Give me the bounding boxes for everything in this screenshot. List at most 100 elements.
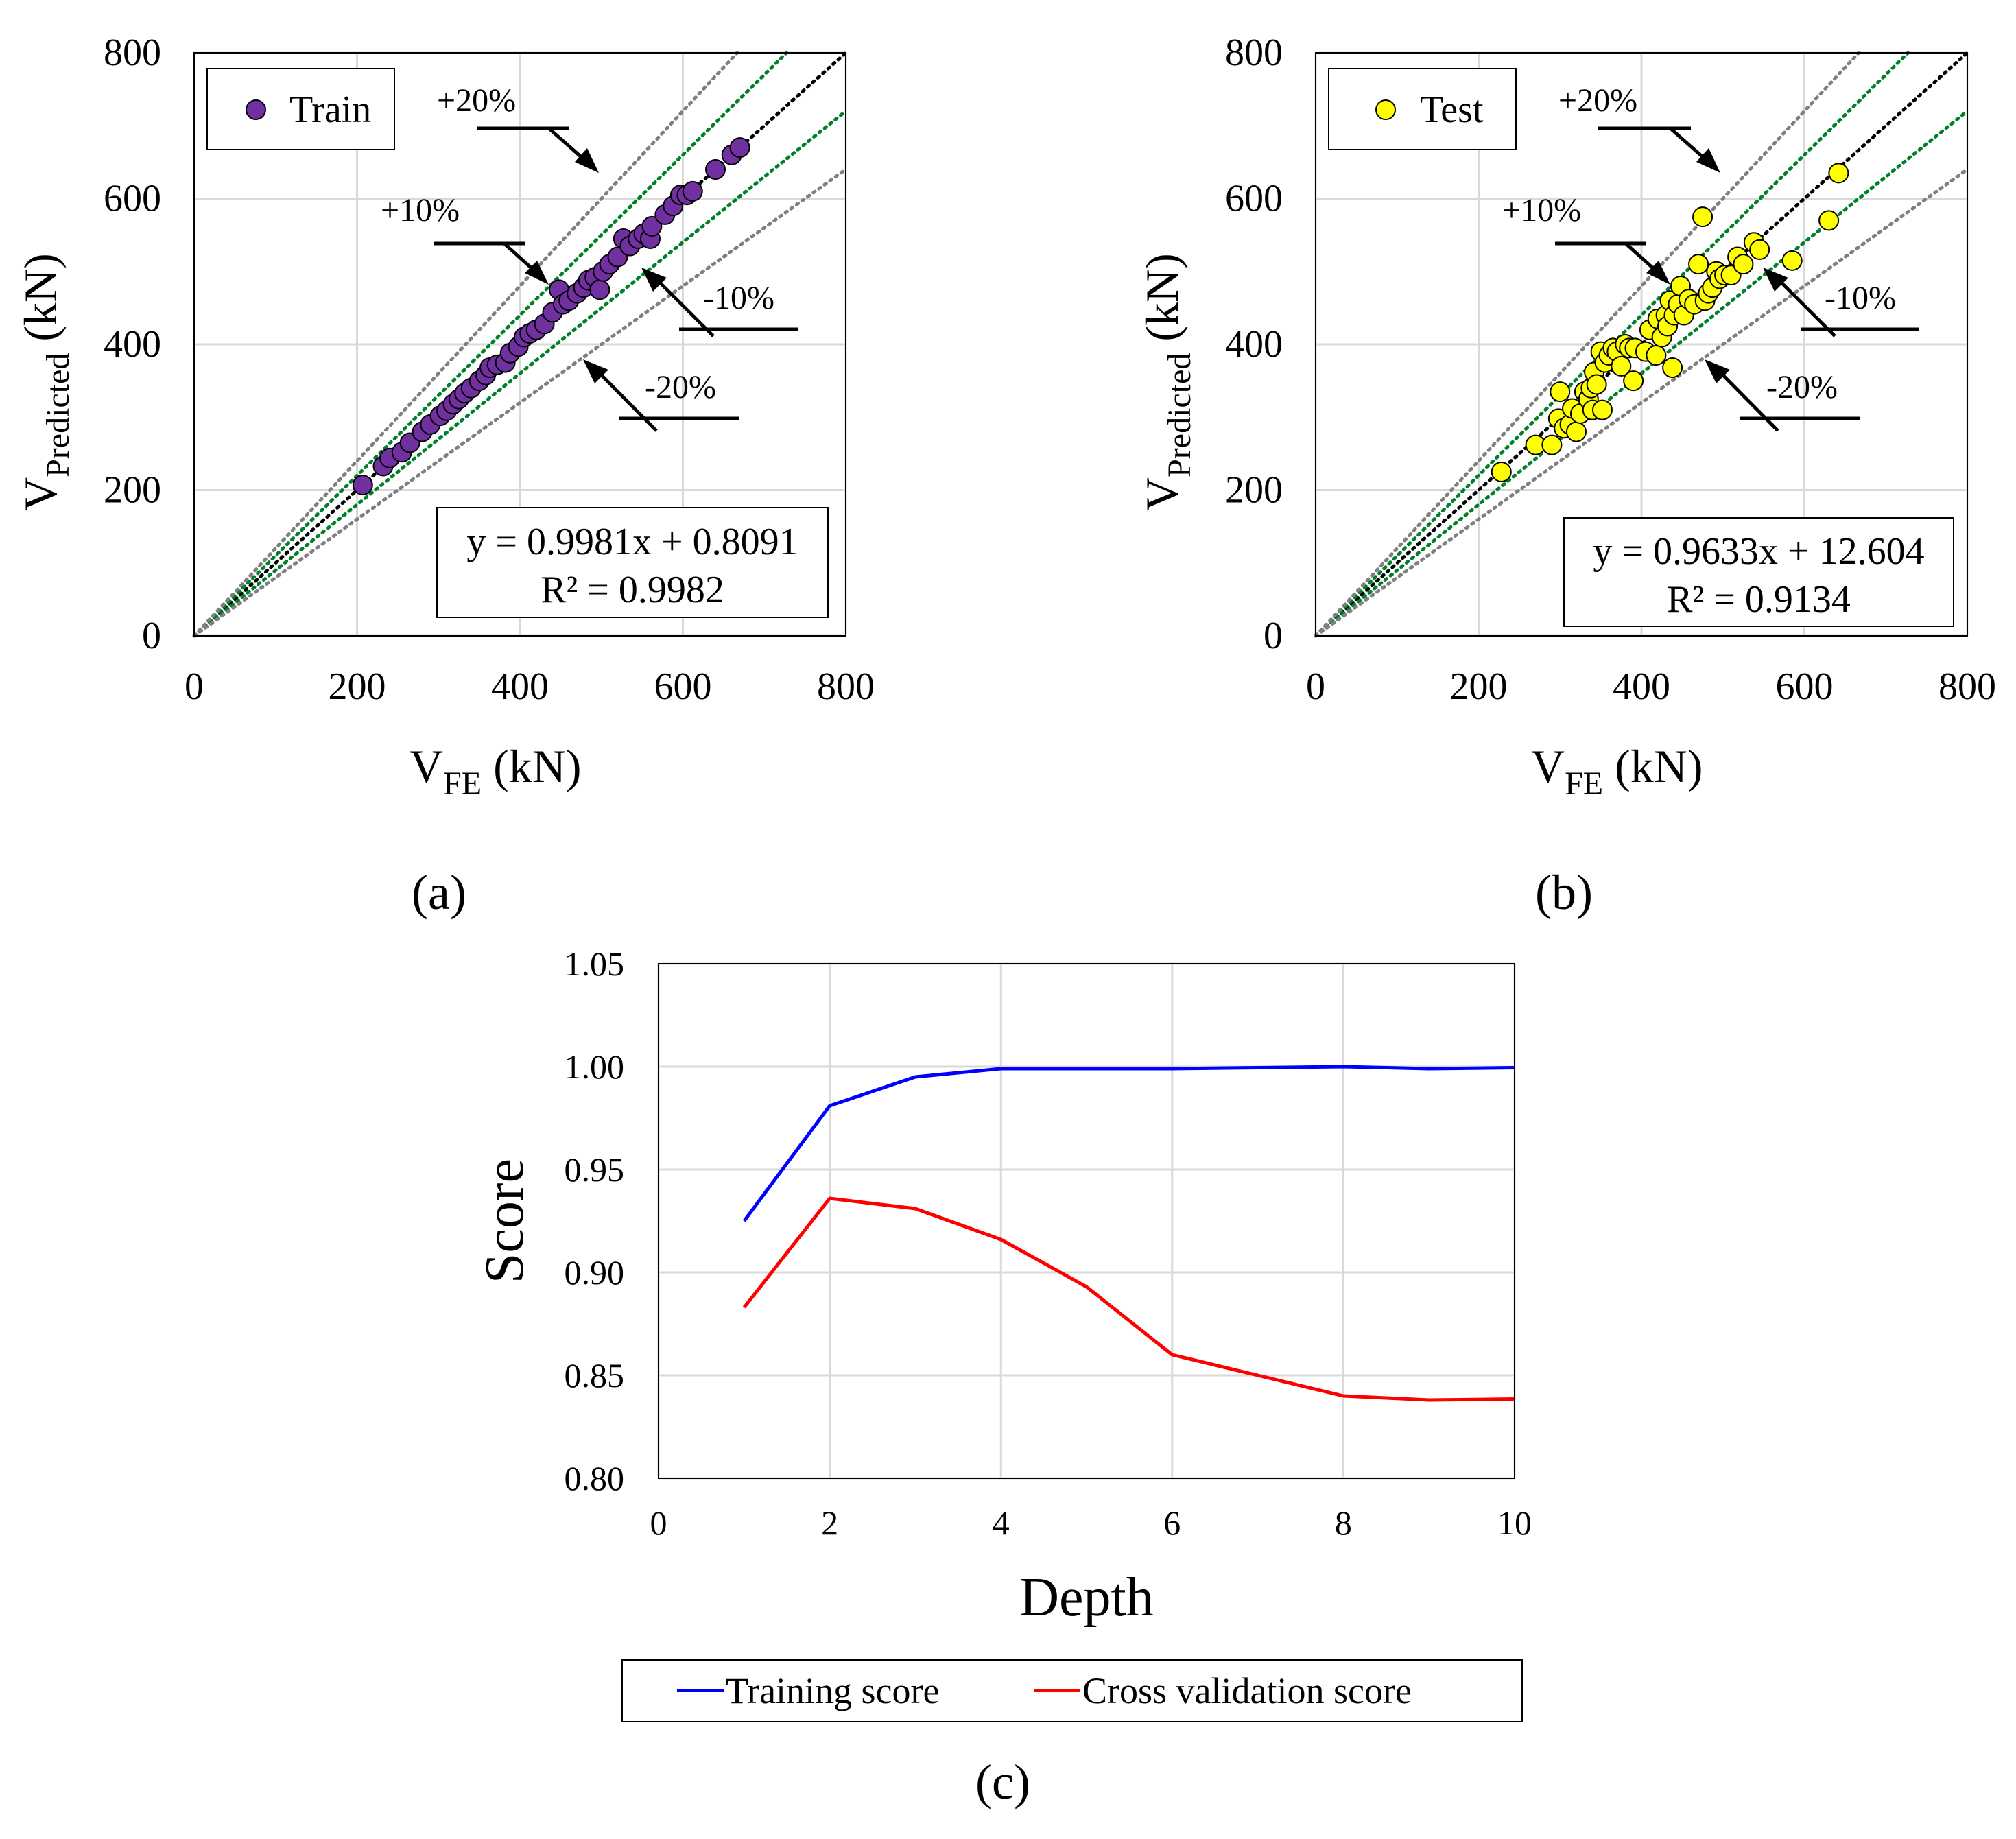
panel-a-equation-frame xyxy=(436,507,829,618)
panel-b-legend: Test xyxy=(1328,68,1517,150)
panel-c-y-tick-label: 0.85 xyxy=(565,1356,625,1395)
panel-b-reference-line xyxy=(1314,167,1969,638)
panel-b-arrowhead-plus20 xyxy=(1696,148,1720,173)
panel-c-series xyxy=(742,1065,1515,1402)
panel-b-regression-box: y = 0.9633x + 12.604 R² = 0.9134 xyxy=(1563,517,1954,627)
panel-a-legend-box xyxy=(206,68,395,150)
panel-b-annotation-plus10: +10% xyxy=(1502,192,1581,228)
panel-a-x-tick-label: 0 xyxy=(185,665,204,708)
panel-b-legend-box xyxy=(1328,68,1517,150)
panel-a-annotation-minus20: -20% xyxy=(645,369,716,405)
panel-b-data-point xyxy=(1586,374,1607,395)
panel-c-x-tick-label: 0 xyxy=(650,1504,667,1542)
panel-a-y-tick-label: 400 xyxy=(104,323,161,366)
panel-c-x-tick-labels: 0 2 4 6 8 10 xyxy=(650,1504,1532,1542)
panel-c-x-axis-title: Depth xyxy=(1019,1567,1154,1628)
panel-b-data-point xyxy=(1692,206,1713,228)
panel-a-y-tick-label: 800 xyxy=(104,32,161,74)
panel-b-data-point xyxy=(1733,254,1754,275)
panel-b-legend-label: Test xyxy=(1420,88,1484,131)
panel-c-legend-label-cross-validation: Cross validation score xyxy=(1082,1670,1412,1711)
panel-a-data-point xyxy=(705,159,726,180)
panel-a-reference-line xyxy=(192,109,848,638)
panel-b-data-point xyxy=(1491,461,1512,482)
panel-a-data-points xyxy=(352,137,750,496)
panel-a-annotations: +20% +10% -10% -20% xyxy=(381,82,798,432)
panel-b-y-tick-label: 200 xyxy=(1225,469,1283,512)
panel-a-data-point xyxy=(589,279,610,300)
panel-c-y-axis-title: Score xyxy=(475,1159,535,1283)
panel-b-x-tick-label: 200 xyxy=(1450,665,1508,708)
panel-c-legend: Training score Cross validation score xyxy=(621,1659,1523,1722)
panel-b-annotation-minus20: -20% xyxy=(1766,369,1838,405)
panel-b-data-point xyxy=(1828,163,1849,184)
panel-b-annotation-plus20: +20% xyxy=(1558,82,1637,119)
panel-c-depth-score-line: 0 2 4 6 8 10 0.80 0.85 0.90 0.95 1.00 1.05 Depth S… xyxy=(475,945,1532,1810)
panel-a-annotation-minus10: -10% xyxy=(703,280,774,316)
panel-b-label: (b) xyxy=(1535,865,1593,920)
panel-a-x-tick-label: 200 xyxy=(329,665,386,708)
panel-a-x-tick-label: 600 xyxy=(654,665,712,708)
panel-b-equation-frame xyxy=(1563,517,1954,627)
panel-b-x-axis-title: VFE (kN) xyxy=(1531,740,1703,802)
panel-b-arrow-minus20 xyxy=(1717,369,1779,432)
panel-a-y-tick-label: 200 xyxy=(104,469,161,512)
panel-b-reference-line xyxy=(1314,51,1910,638)
panel-b-data-point xyxy=(1662,357,1683,378)
panel-c-training-score-line xyxy=(742,1065,1515,1222)
panel-b-data-point xyxy=(1550,381,1571,403)
panel-a-arrowhead-plus10 xyxy=(525,261,549,285)
panel-b-x-tick-label: 0 xyxy=(1306,665,1325,708)
panel-c-grid xyxy=(657,962,1516,1480)
panel-c-x-tick-label: 4 xyxy=(993,1504,1010,1542)
panel-c-y-tick-label: 0.80 xyxy=(565,1459,625,1497)
panel-a-data-point xyxy=(682,180,703,202)
panel-c-plot-frame xyxy=(658,963,1515,1479)
panel-c-cross-validation-score-line xyxy=(742,1196,1515,1402)
panel-c-x-tick-label: 8 xyxy=(1335,1504,1352,1542)
panel-b-test-scatter: 0 200 400 600 800 0 200 400 600 800 VFE (kN) VPr… xyxy=(1136,32,1996,920)
panel-a-reference-line xyxy=(192,167,848,638)
panel-b-data-point xyxy=(1749,239,1770,260)
panel-b-data-point xyxy=(1646,344,1667,366)
panel-a-arrowhead-minus20 xyxy=(583,359,608,383)
panel-c-x-tick-label: 2 xyxy=(821,1504,838,1542)
panel-a-reference-line xyxy=(192,51,789,638)
panel-a-x-tick-label: 800 xyxy=(817,665,875,708)
panel-b-arrowhead-minus20 xyxy=(1705,359,1730,383)
panel-b-data-points xyxy=(1491,163,1849,482)
panel-b-x-tick-label: 400 xyxy=(1613,665,1670,708)
panel-a-legend-marker xyxy=(246,99,266,120)
panel-b-y-axis-title: VPredicted (kN) xyxy=(1136,253,1198,511)
panel-a-data-point xyxy=(352,475,373,496)
panel-c-x-tick-label: 10 xyxy=(1497,1504,1532,1542)
panel-c-legend-label-training: Training score xyxy=(726,1670,939,1711)
panel-a-arrowhead-plus20 xyxy=(575,148,599,173)
panel-b-y-tick-label: 400 xyxy=(1225,323,1283,366)
panel-a-train-scatter: 0 200 400 600 800 0 200 400 600 800 VFE (kN) VPr… xyxy=(14,32,875,920)
panel-a-arrow-minus10 xyxy=(654,276,715,337)
panel-b-r-squared: R² = 0.9134 xyxy=(1667,578,1851,621)
panel-a-regression-box: y = 0.9981x + 0.8091 R² = 0.9982 xyxy=(436,507,829,618)
panel-c-y-tick-label: 1.00 xyxy=(565,1047,625,1086)
panel-b-arrowhead-minus10 xyxy=(1763,268,1788,292)
panel-a-equation: y = 0.9981x + 0.8091 xyxy=(466,521,798,563)
panel-b-data-point xyxy=(1611,355,1632,377)
panel-a-label: (a) xyxy=(412,865,466,920)
panel-b-arrowhead-plus10 xyxy=(1646,261,1670,285)
panel-a-arrowhead-minus10 xyxy=(641,268,667,292)
panel-c-label: (c) xyxy=(975,1755,1030,1810)
panel-a-plot-frame xyxy=(193,52,846,637)
panel-b-data-point xyxy=(1781,250,1803,271)
panel-b-y-tick-labels: 0 200 400 600 800 xyxy=(1225,32,1283,657)
panel-b-y-tick-label: 800 xyxy=(1225,32,1283,74)
panel-b-arrow-minus10 xyxy=(1775,276,1836,337)
panel-a-data-point xyxy=(641,215,663,237)
panel-a-y-tick-labels: 0 200 400 600 800 xyxy=(104,32,161,657)
panel-a-legend: Train xyxy=(206,68,395,150)
panel-a-annotation-plus20: +20% xyxy=(437,82,516,119)
panel-a-data-point xyxy=(729,137,750,158)
panel-a-r-squared: R² = 0.9982 xyxy=(541,569,724,611)
panel-a-x-axis-title: VFE (kN) xyxy=(410,740,582,802)
